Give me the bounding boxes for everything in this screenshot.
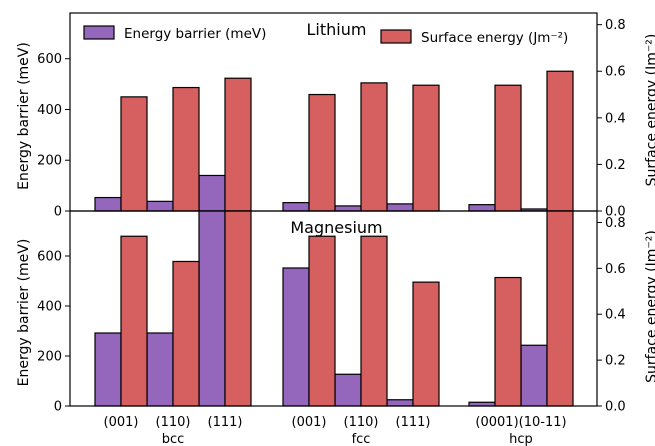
right-tick-label: 0.2 bbox=[605, 158, 626, 173]
facet-tick-label: (110) bbox=[156, 415, 191, 430]
surface-energy-bar bbox=[224, 77, 252, 212]
facet-tick-label: (110) bbox=[344, 415, 379, 430]
energy-barrier-bar bbox=[198, 174, 226, 212]
right-tick-label: 0.6 bbox=[605, 65, 626, 80]
right-tick-label: 0.8 bbox=[605, 216, 626, 231]
right-tick-label: 0.0 bbox=[605, 400, 626, 415]
facet-tick-label: (001) bbox=[104, 415, 139, 430]
energy-barrier-bar bbox=[94, 332, 122, 407]
facet-tick-label: (111) bbox=[208, 415, 243, 430]
surface-energy-bar bbox=[412, 84, 440, 212]
energy-barrier-bar bbox=[468, 204, 496, 212]
surface-energy-bar bbox=[546, 210, 574, 407]
surface-energy-bar bbox=[308, 235, 336, 407]
right-axis-title: Surface energy (Jm⁻²) bbox=[644, 230, 655, 383]
left-tick-label: 600 bbox=[37, 250, 62, 265]
surface-energy-bar bbox=[120, 96, 148, 212]
energy-barrier-bar bbox=[146, 200, 174, 212]
right-tick-label: 0.6 bbox=[605, 262, 626, 277]
energy-barrier-bar bbox=[386, 203, 414, 212]
legend-label-surface-energy: Surface energy (Jm⁻²) bbox=[421, 30, 568, 46]
lattice-group-label: hcp bbox=[509, 432, 533, 446]
surface-energy-bar bbox=[172, 86, 200, 212]
legend: Energy barrier (meV) Surface energy (Jm⁻²… bbox=[83, 25, 568, 46]
facet-tick-label: (0001)(10-11) bbox=[475, 415, 566, 430]
left-tick-label: 200 bbox=[37, 350, 62, 365]
left-tick-label: 0 bbox=[54, 205, 62, 220]
right-tick-label: 0.8 bbox=[605, 18, 626, 33]
panel-title: Magnesium bbox=[290, 218, 382, 237]
right-tick-label: 0.2 bbox=[605, 354, 626, 369]
surface-energy-bar bbox=[360, 235, 388, 407]
plot-frame bbox=[69, 210, 598, 407]
lattice-group-label: bcc bbox=[162, 432, 185, 446]
energy-barrier-bar bbox=[94, 196, 122, 212]
surface-energy-bar bbox=[308, 93, 336, 212]
left-tick-label: 200 bbox=[37, 154, 62, 169]
legend-swatch-energy-barrier bbox=[83, 25, 115, 40]
x-axis: (001) (110) (111) (001) (110) (111) (0001)(10-… bbox=[104, 415, 567, 446]
bars bbox=[94, 70, 574, 212]
facet-tick-label: (111) bbox=[396, 415, 431, 430]
surface-energy-bar bbox=[224, 210, 252, 407]
right-tick-label: 0.4 bbox=[605, 308, 626, 323]
right-tick-label: 0.4 bbox=[605, 111, 626, 126]
right-tick-label: 0.0 bbox=[605, 205, 626, 220]
left-tick-label: 400 bbox=[37, 103, 62, 118]
energy-barrier-bar bbox=[282, 202, 310, 212]
energy-barrier-bar bbox=[282, 267, 310, 407]
surface-energy-bar bbox=[172, 260, 200, 407]
bars bbox=[94, 210, 574, 407]
left-tick-label: 400 bbox=[37, 300, 62, 315]
surface-energy-bar bbox=[360, 82, 388, 212]
energy-barrier-bar bbox=[146, 332, 174, 407]
facet-tick-label: (001) bbox=[292, 415, 327, 430]
right-axis-title: Surface energy (Jm⁻²) bbox=[644, 34, 655, 187]
left-tick-label: 600 bbox=[37, 52, 62, 67]
surface-energy-bar bbox=[494, 84, 522, 212]
energy-barrier-bar bbox=[386, 399, 414, 407]
surface-energy-bar bbox=[412, 281, 440, 407]
energy-barrier-bar bbox=[198, 210, 226, 407]
left-axis-title: Energy barrier (meV) bbox=[16, 42, 32, 190]
surface-energy-bar bbox=[494, 276, 522, 407]
legend-label-energy-barrier: Energy barrier (meV) bbox=[124, 26, 266, 42]
surface-energy-bar bbox=[120, 235, 148, 407]
left-tick-label: 0 bbox=[54, 400, 62, 415]
energy-barrier-bar bbox=[520, 344, 548, 407]
energy-barrier-bar bbox=[334, 373, 362, 407]
legend-swatch-surface-energy bbox=[380, 29, 412, 44]
magnesium-panel: 0 200 400 600 0.0 0.2 0.4 0.6 0.8 Magnesium Energy… bbox=[16, 210, 655, 415]
lattice-group-label: fcc bbox=[352, 432, 371, 446]
energy-barrier-bar bbox=[334, 205, 362, 212]
left-axis-title: Energy barrier (meV) bbox=[16, 239, 32, 387]
panel-title: Lithium bbox=[307, 20, 367, 39]
surface-energy-bar bbox=[546, 70, 574, 212]
